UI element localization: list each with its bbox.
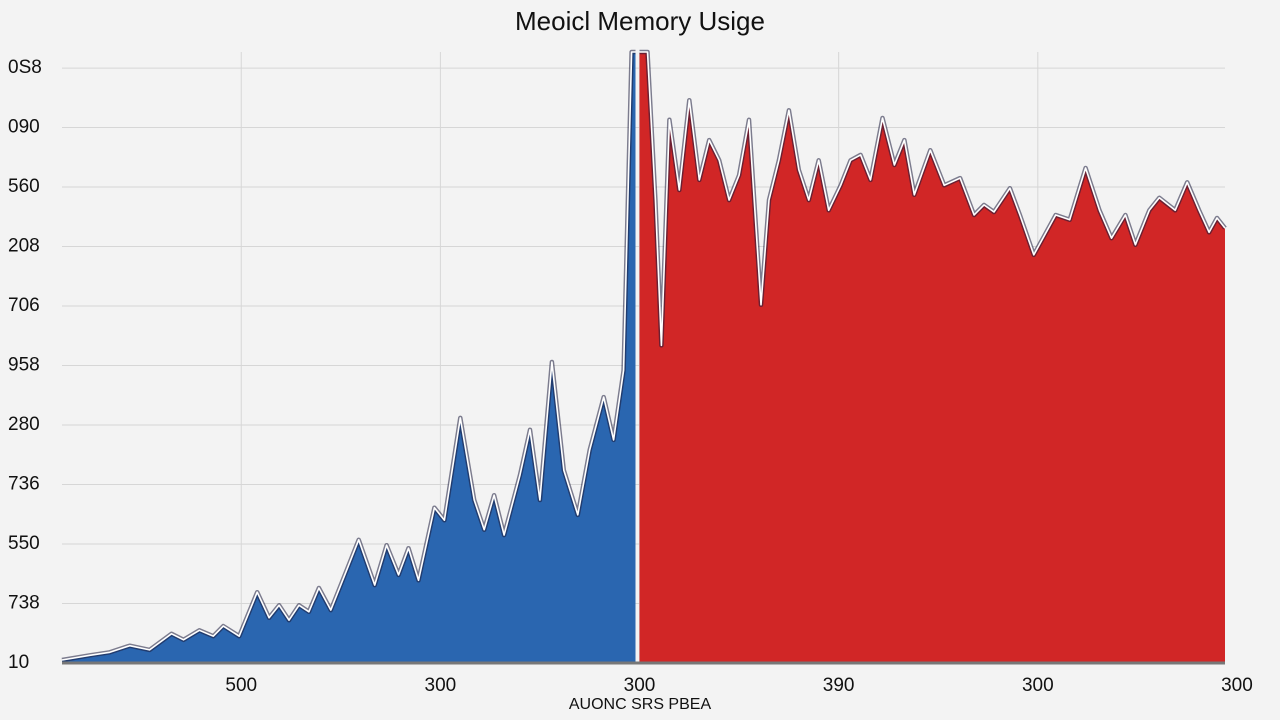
y-tick-label: 560 bbox=[8, 176, 40, 197]
x-tick-label: 500 bbox=[225, 675, 257, 696]
y-tick-label: 550 bbox=[8, 533, 40, 554]
x-tick-label: 300 bbox=[1022, 675, 1054, 696]
y-tick-label: 706 bbox=[8, 295, 40, 316]
chart-title: Meoicl Memory Usige bbox=[515, 6, 765, 36]
y-tick-label: 738 bbox=[8, 593, 40, 614]
area-highlight bbox=[61, 51, 636, 661]
y-tick-label: 280 bbox=[8, 414, 40, 435]
area-fill bbox=[62, 52, 636, 663]
y-tick-label: 208 bbox=[8, 236, 40, 257]
area-fill bbox=[639, 52, 1225, 663]
x-tick-label: 300 bbox=[624, 675, 656, 696]
x-tick-label: 390 bbox=[823, 675, 855, 696]
x-tick-label: 300 bbox=[1221, 675, 1253, 696]
y-tick-label: 958 bbox=[8, 355, 40, 376]
y-tick-label: 736 bbox=[8, 474, 40, 495]
x-tick-label: 300 bbox=[425, 675, 457, 696]
y-tick-label: 090 bbox=[8, 117, 40, 138]
y-tick-label: 10 bbox=[8, 652, 29, 673]
x-axis-label: AUONC SRS PBEA bbox=[569, 696, 712, 713]
area-highlight bbox=[639, 51, 1226, 347]
y-tick-label: 0S8 bbox=[8, 57, 42, 78]
